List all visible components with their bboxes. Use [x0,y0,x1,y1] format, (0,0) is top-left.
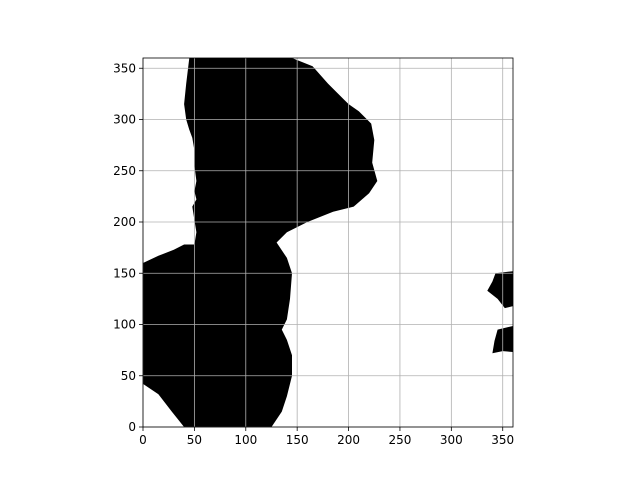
axes-frame [142,57,514,428]
x-tick-label: 50 [187,433,202,447]
plot-area: 0 50 100 150 200 250 300 350 0 50 100 150 200 250 300 3… [113,57,514,447]
y-tick-label: 300 [113,113,136,127]
y-tick-label: 200 [113,215,136,229]
x-tick-label: 0 [139,433,147,447]
x-tick-label: 350 [491,433,514,447]
x-tick-label: 250 [388,433,411,447]
y-tick-label: 250 [113,164,136,178]
x-tick-label: 300 [440,433,463,447]
y-tick-label: 150 [113,266,136,280]
x-tick-label: 200 [337,433,360,447]
x-tick-label: 100 [234,433,257,447]
x-tick-label: 150 [286,433,309,447]
y-tick-label: 100 [113,318,136,332]
y-tick-label: 50 [121,369,136,383]
right-upper-blob [487,271,513,309]
y-tick-label: 350 [113,61,136,75]
main-region [143,58,378,427]
y-tick-label: 0 [128,420,136,434]
